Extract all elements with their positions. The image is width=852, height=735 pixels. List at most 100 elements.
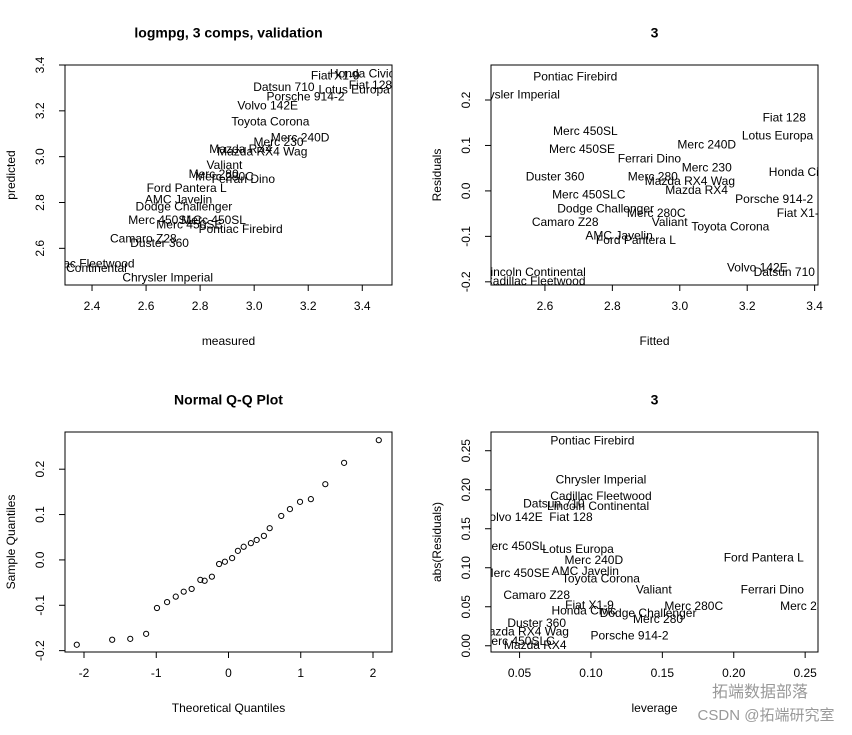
point: [163, 599, 171, 606]
point-label: Merc 450SE: [156, 218, 222, 232]
point: [286, 506, 294, 513]
x-tick-label: -1: [151, 666, 162, 680]
point-label: AMC Javelin: [585, 229, 652, 243]
y-tick-label: -0.1: [459, 226, 473, 247]
point-label: Merc 450SLC: [552, 188, 626, 202]
point-label: Mazda RX4: [209, 142, 272, 156]
x-tick-label: 0.25: [793, 666, 817, 680]
point-label: Ford Pantera L: [596, 233, 676, 247]
plot-area: Pontiac Firebird Chrysler Imperial Fiat 12…: [491, 69, 834, 285]
point-label: Merc 280: [189, 167, 239, 181]
point: [172, 593, 179, 600]
point-label: Fiat 128: [763, 110, 807, 124]
y-tick-label: -0.2: [459, 271, 473, 292]
y-tick-label: 0.0: [33, 551, 47, 568]
point: [340, 459, 348, 466]
point-label: Pontiac Firebird: [550, 434, 634, 448]
y-axis-label: abs(Residuals): [430, 502, 444, 582]
point: [197, 576, 204, 583]
x-tick-label: 2.8: [192, 299, 209, 313]
point-label: Ford Pantera L: [724, 551, 804, 565]
point-label: Merc 240D: [677, 138, 736, 152]
point-label: Volvo 142E: [727, 260, 788, 274]
y-tick-label: 0.1: [459, 137, 473, 154]
point: [180, 588, 187, 595]
point-label: Lotus Europa: [742, 129, 814, 143]
point-label: Lotus Europa: [318, 82, 390, 96]
point-label: Merc 450SL: [481, 539, 546, 553]
y-tick-label: 0.00: [459, 634, 473, 658]
point-label: Merc 230: [253, 135, 303, 149]
y-tick-label: 0.05: [459, 595, 473, 619]
x-tick-label: 3.0: [671, 299, 688, 313]
point-label: AMC Javelin: [552, 564, 619, 578]
point-label: Porsche 914-2: [735, 192, 813, 206]
point-label: Duster 360: [130, 236, 189, 250]
x-tick-label: 0.15: [651, 666, 675, 680]
point-label: Dodge Challenger: [557, 201, 654, 215]
point: [229, 555, 236, 562]
point-label: Fiat X1-9: [777, 206, 826, 220]
x-tick-label: -2: [79, 666, 90, 680]
point-label: Honda Civic: [330, 66, 395, 80]
point-label: Valiant: [652, 215, 688, 229]
point-label: Lotus Europa: [542, 542, 614, 556]
x-axis-label: measured: [202, 334, 255, 348]
point-label: Mazda RX4 Wag: [479, 625, 569, 639]
point-label: Mazda RX4: [665, 183, 728, 197]
x-axis-label: Fitted: [639, 334, 669, 348]
point-label: Cadillac Fleetwood: [550, 489, 651, 503]
y-tick-label: 0.1: [33, 506, 47, 523]
point-label: Merc 450SLC: [128, 213, 202, 227]
y-tick-label: 2.8: [33, 194, 47, 211]
x-tick-label: 0: [225, 666, 232, 680]
point: [127, 635, 134, 642]
point: [247, 540, 254, 547]
chart-title: 3: [651, 25, 659, 41]
point: [188, 585, 195, 593]
point-label: Mazda RX4 Wag: [217, 144, 307, 158]
point-label: Toyota Corona: [691, 219, 769, 233]
point: [253, 536, 260, 544]
x-tick-label: 3.0: [246, 299, 263, 313]
point-label: Merc 230: [682, 160, 732, 174]
point: [143, 630, 150, 637]
point-label: Mazda RX4: [504, 638, 567, 652]
point-label: Fiat 128: [549, 510, 593, 524]
point: [375, 437, 382, 444]
point-label: Toyota Corona: [231, 114, 309, 128]
y-tick-label: 3.2: [33, 102, 47, 119]
point-label: Merc 450SL: [553, 124, 618, 138]
point-label: Honda Civic: [769, 165, 834, 179]
point-label: Datsun 710: [253, 80, 315, 94]
y-tick-label: 0.20: [459, 478, 473, 502]
x-tick-label: 0.05: [508, 666, 532, 680]
point: [73, 641, 80, 648]
plot-box: [64, 64, 393, 286]
x-tick-label: 2.4: [84, 299, 101, 313]
y-axis-label: predicted: [4, 150, 18, 199]
y-axis-label: Residuals: [430, 149, 444, 202]
y-tick-label: -0.2: [33, 640, 47, 661]
x-tick-label: 2: [370, 666, 377, 680]
point: [240, 543, 247, 550]
plot-box: [490, 431, 819, 653]
point-label: Porsche 914-2: [266, 89, 344, 103]
x-tick-label: 3.4: [806, 299, 823, 313]
point-label: Mazda RX4 Wag: [645, 174, 735, 188]
y-tick-label: 0.15: [459, 517, 473, 541]
point-label: Merc 230: [780, 599, 830, 613]
watermark: CSDN @拓端研究室: [698, 707, 835, 724]
y-axis-label: Sample Quantiles: [4, 495, 18, 590]
y-tick-label: 0.2: [33, 461, 47, 478]
point-label: Honda Civic: [551, 604, 616, 618]
x-tick-label: 3.2: [300, 299, 317, 313]
y-tick-label: -0.1: [33, 595, 47, 616]
chart-title: 3: [651, 392, 659, 408]
point-label: Merc 280C: [195, 169, 254, 183]
y-tick-label: 2.6: [33, 240, 47, 257]
point-label: Fiat X1-9: [565, 598, 614, 612]
point-label: Merc 450SL: [181, 213, 246, 227]
point-label: Volvo 142E: [237, 98, 298, 112]
point: [109, 636, 116, 643]
